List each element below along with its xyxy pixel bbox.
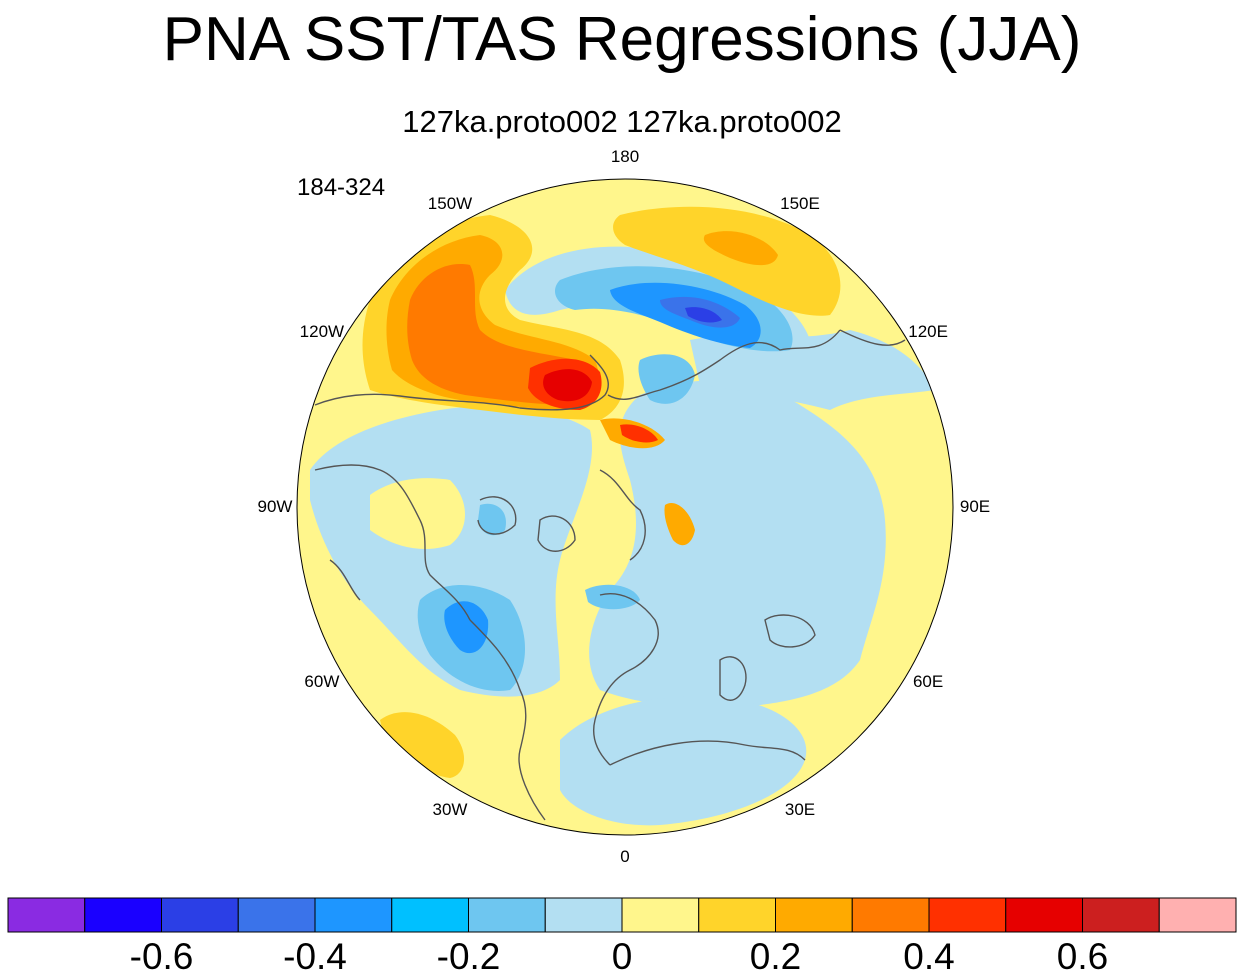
colorbar-tick-label: 0 bbox=[611, 936, 633, 977]
figure-title: PNA SST/TAS Regressions (JJA) bbox=[162, 5, 1082, 74]
colorbar-tick-label: -0.2 bbox=[436, 936, 501, 977]
field-negative-north-america bbox=[310, 406, 593, 697]
colorbar-swatch bbox=[1005, 897, 1083, 933]
colorbar-swatch bbox=[161, 897, 239, 933]
colorbar-tick-label: 0.2 bbox=[749, 936, 802, 977]
colorbar bbox=[7, 897, 1237, 933]
field-negative-labrador-core bbox=[444, 601, 489, 654]
colorbar-swatch bbox=[1158, 897, 1237, 933]
colorbar-swatch bbox=[775, 897, 853, 933]
field-positive-kara-streak bbox=[664, 502, 695, 546]
field-positive-nw-pacific-core bbox=[703, 231, 778, 266]
colorbar-swatch bbox=[314, 897, 393, 933]
colorbar-swatch bbox=[468, 897, 546, 933]
colorbar-swatch bbox=[1082, 897, 1160, 933]
colorbar-swatch bbox=[84, 897, 162, 933]
field-positive-nw-pacific-outer bbox=[613, 206, 841, 316]
colorbar-swatch bbox=[544, 897, 623, 933]
figure-subtitle: 127ka.proto002 127ka.proto002 bbox=[402, 104, 842, 139]
coastlines bbox=[314, 329, 906, 821]
field-negative-bering-peak bbox=[685, 307, 722, 323]
colorbar-tick-label: -0.4 bbox=[283, 936, 347, 977]
field-negative-hudson-spot bbox=[478, 503, 506, 536]
longitude-label: 30W bbox=[432, 800, 468, 820]
longitude-label: 60E bbox=[912, 672, 944, 691]
regression-field bbox=[297, 179, 953, 835]
field-negative-north-atlantic-spot bbox=[585, 584, 640, 610]
field-negative-eurasia bbox=[589, 380, 886, 708]
colorbar-tick-label: 0.6 bbox=[1056, 936, 1109, 977]
longitude-label: 30E bbox=[784, 800, 816, 820]
map-border bbox=[296, 178, 954, 836]
colorbar-swatch bbox=[851, 897, 930, 933]
longitude-label: 0 bbox=[620, 847, 630, 866]
colorbar-swatch bbox=[237, 897, 316, 933]
longitude-label: 120W bbox=[299, 322, 345, 341]
longitude-label: 60W bbox=[304, 672, 340, 691]
year-range-label: 184-324 bbox=[297, 174, 386, 201]
colorbar-tick-label: 0.4 bbox=[903, 936, 955, 977]
longitude-label: 90E bbox=[959, 497, 991, 516]
longitude-label: 90W bbox=[257, 497, 293, 516]
colorbar-swatch bbox=[928, 897, 1007, 933]
longitude-label: 150W bbox=[427, 193, 473, 213]
colorbar-swatch bbox=[391, 897, 469, 933]
longitude-label: 120E bbox=[908, 322, 948, 341]
longitude-label: 150E bbox=[780, 193, 820, 213]
field-positive-subtropical-atlantic bbox=[380, 712, 465, 778]
field-positive-arctic-streak-red bbox=[620, 424, 658, 443]
colorbar-tick-label: -0.6 bbox=[129, 936, 194, 977]
field-negative-eurasia-north bbox=[690, 330, 935, 410]
colorbar-swatch bbox=[698, 897, 776, 933]
longitude-label: 180 bbox=[610, 147, 640, 166]
field-negative-mediterranean bbox=[560, 696, 807, 826]
field-positive-alaska-darkred bbox=[543, 369, 592, 402]
colorbar-swatch bbox=[621, 897, 700, 933]
colorbar-swatch bbox=[7, 897, 86, 933]
